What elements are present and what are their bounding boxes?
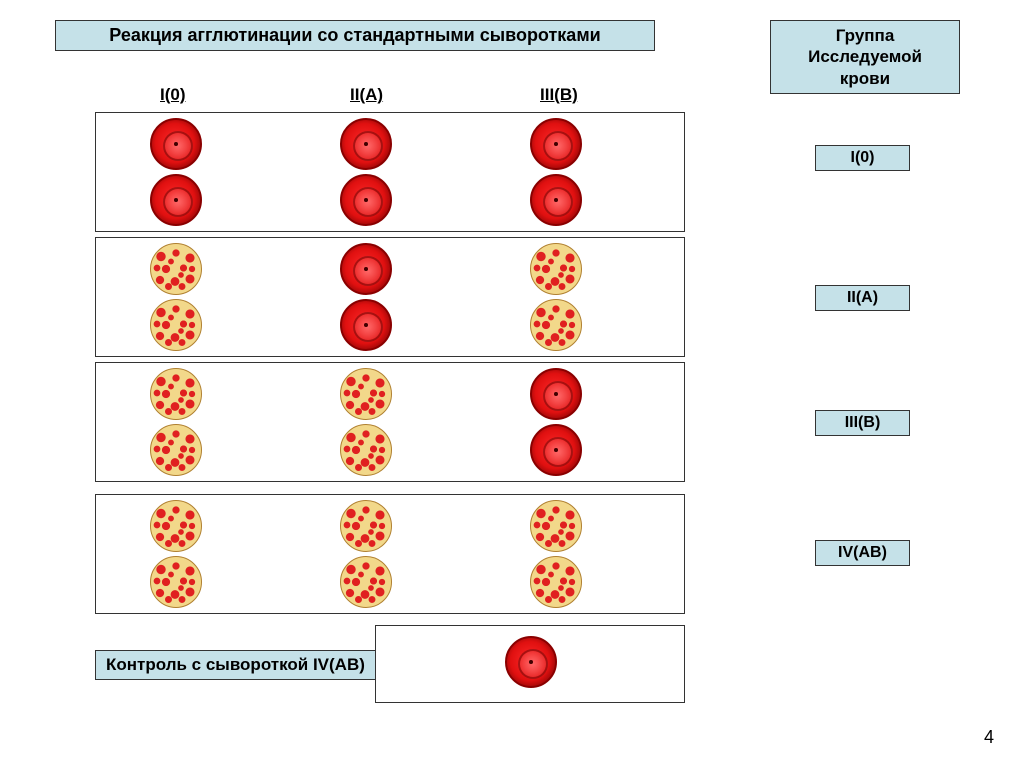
- solid-cell-icon: [530, 424, 582, 476]
- agglutinated-cell-icon: [150, 556, 202, 608]
- agglutinated-cell-icon: [530, 500, 582, 552]
- group-label-3: IV(AB): [815, 540, 910, 566]
- main-title: Реакция агглютинации со стандартными сыв…: [55, 20, 655, 51]
- page-number: 4: [984, 727, 994, 748]
- solid-cell-icon: [340, 299, 392, 351]
- column-label-1: II(A): [350, 85, 383, 105]
- agglutinated-cell-icon: [340, 500, 392, 552]
- agglutinated-cell-icon: [340, 556, 392, 608]
- solid-cell-icon: [150, 174, 202, 226]
- group-label-1: II(A): [815, 285, 910, 311]
- agglutinated-cell-icon: [150, 424, 202, 476]
- solid-cell-icon: [530, 118, 582, 170]
- header-right: Группа Исследуемой крови: [770, 20, 960, 94]
- solid-cell-icon: [340, 118, 392, 170]
- column-label-2: III(B): [540, 85, 578, 105]
- group-label-2: III(B): [815, 410, 910, 436]
- solid-cell-icon: [530, 174, 582, 226]
- agglutinated-cell-icon: [530, 556, 582, 608]
- agglutinated-cell-icon: [340, 424, 392, 476]
- agglutinated-cell-icon: [150, 243, 202, 295]
- solid-cell-icon: [340, 243, 392, 295]
- control-label: Контроль с сывороткой IV(AB): [95, 650, 376, 680]
- solid-cell-icon: [530, 368, 582, 420]
- column-label-0: I(0): [160, 85, 186, 105]
- solid-cell-icon: [150, 118, 202, 170]
- agglutinated-cell-icon: [530, 299, 582, 351]
- agglutinated-cell-icon: [530, 243, 582, 295]
- solid-cell-icon: [505, 636, 557, 688]
- agglutinated-cell-icon: [150, 299, 202, 351]
- solid-cell-icon: [340, 174, 392, 226]
- agglutinated-cell-icon: [150, 500, 202, 552]
- agglutinated-cell-icon: [340, 368, 392, 420]
- group-label-0: I(0): [815, 145, 910, 171]
- agglutinated-cell-icon: [150, 368, 202, 420]
